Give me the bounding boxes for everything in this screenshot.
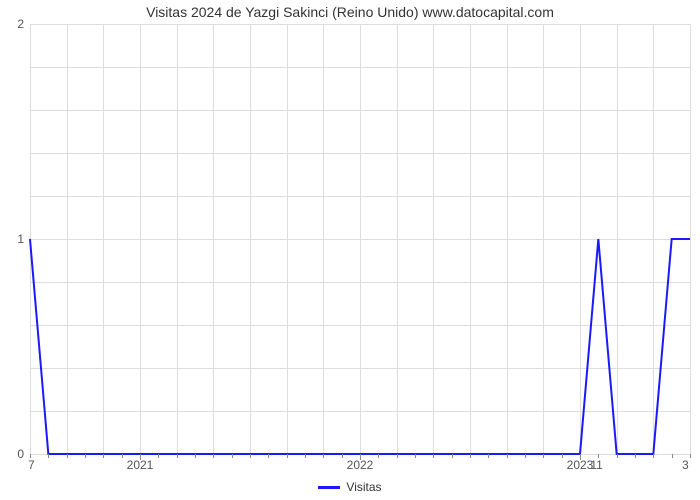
x-minor-tick [580,454,581,458]
x-minor-tick [433,454,434,458]
line-series [30,24,690,454]
x-minor-tick [140,454,141,458]
x-minor-tick [48,454,49,458]
x-minor-tick [360,454,361,458]
legend-swatch [318,486,340,489]
x-minor-tick [122,454,123,458]
x-minor-tick [232,454,233,458]
x-minor-tick [562,454,563,458]
x-minor-tick [690,454,691,458]
x-minor-tick [617,454,618,458]
x-minor-tick [177,454,178,458]
x-minor-tick [672,454,673,458]
x-minor-tick [213,454,214,458]
x-minor-tick [250,454,251,458]
x-minor-tick [305,454,306,458]
x-minor-tick [342,454,343,458]
legend-label: Visitas [346,480,381,494]
x-minor-tick [543,454,544,458]
x-minor-tick [268,454,269,458]
corner-label-bottom-right: 3 [682,458,689,472]
x-minor-tick [323,454,324,458]
legend: Visitas [0,480,700,494]
x-tick-label: 2021 [127,458,154,472]
corner-label-bottom-left: 7 [28,458,35,472]
x-minor-tick [470,454,471,458]
x-minor-tick [85,454,86,458]
x-minor-tick [653,454,654,458]
grid-line-v [690,24,691,454]
y-tick-label: 2 [17,17,24,31]
y-tick-label: 0 [17,447,24,461]
x-minor-tick [488,454,489,458]
corner-label-near-right: 11 [590,458,602,472]
chart-title: Visitas 2024 de Yazgi Sakinci (Reino Uni… [0,4,700,20]
plot-area [30,24,690,455]
y-tick-label: 1 [17,232,24,246]
x-minor-tick [195,454,196,458]
x-minor-tick [103,454,104,458]
x-tick-label: 2022 [347,458,374,472]
x-minor-tick [452,454,453,458]
x-minor-tick [158,454,159,458]
x-minor-tick [378,454,379,458]
x-minor-tick [397,454,398,458]
x-minor-tick [415,454,416,458]
x-minor-tick [287,454,288,458]
x-minor-tick [525,454,526,458]
x-minor-tick [507,454,508,458]
x-minor-tick [67,454,68,458]
x-minor-tick [635,454,636,458]
